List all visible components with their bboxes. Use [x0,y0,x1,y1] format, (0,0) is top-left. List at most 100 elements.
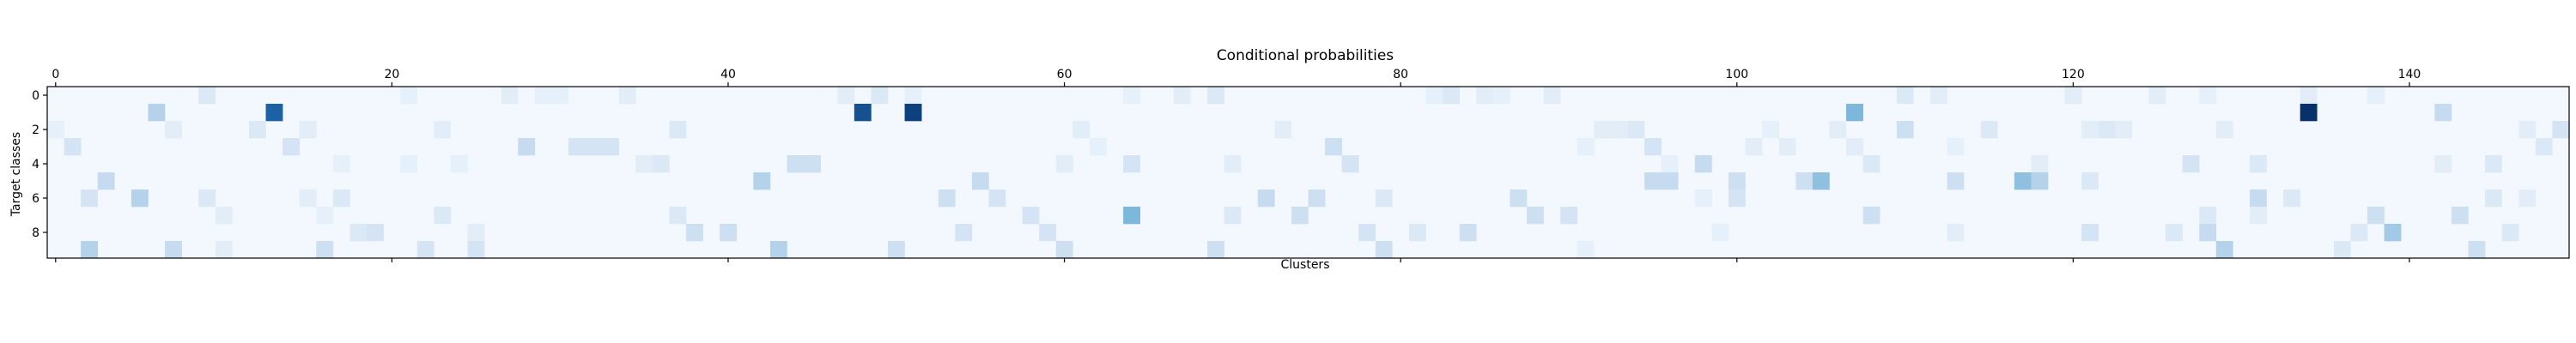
heatmap-cell [2350,224,2368,242]
heatmap-cell [2031,155,2049,173]
heatmap-cell [652,155,670,173]
heatmap-cell [1055,155,1073,173]
heatmap-cell [2081,121,2099,139]
heatmap-cell [1862,207,1880,225]
heatmap-cell [1072,121,1091,139]
heatmap-cell [47,121,64,139]
heatmap-cell [81,241,99,259]
heatmap-cell [1762,121,1780,139]
x-axis-label: Clusters [1281,258,1330,272]
heatmap-cell [1089,138,1107,156]
heatmap-cell [534,87,552,105]
x-tick-label: 40 [720,68,736,81]
heatmap-cell [753,172,771,190]
heatmap-cell [1947,138,1965,156]
heatmap-cell [1341,155,1359,173]
heatmap-cell [467,224,485,242]
heatmap-cell [2249,155,2267,173]
heatmap-cell [2485,190,2502,208]
heatmap-cell [349,224,368,242]
heatmap-cell [1829,121,1847,139]
heatmap-cell [551,87,569,105]
heatmap-cell [2182,155,2200,173]
heatmap-cell [1728,190,1746,208]
heatmap-cell [1291,207,1309,225]
heatmap-cell [1207,87,1224,105]
heatmap-cell [2552,121,2570,139]
heatmap-cell [299,121,317,139]
heatmap-cell [2283,190,2301,208]
heatmap-cell [64,138,82,156]
heatmap-cell [2215,121,2233,139]
heatmap-cell [1577,138,1595,156]
heatmap-cell [1425,87,1443,105]
heatmap-cell [1896,87,1914,105]
heatmap-cell [2098,121,2116,139]
heatmap-cell [769,241,787,259]
heatmap-cell [904,87,922,105]
heatmap-cell [669,207,687,225]
heatmap-cell [1661,172,1679,190]
heatmap-cell [1846,104,1863,122]
heatmap-cell [2485,155,2502,173]
heatmap-cell [1224,207,1242,225]
heatmap-cell [332,190,350,208]
heatmap-cell [1778,138,1796,156]
heatmap-cell [215,207,233,225]
heatmap-cell [1123,155,1140,173]
heatmap-cell [1358,224,1376,242]
heatmap-cell [1207,241,1224,259]
heatmap-cell [904,104,922,122]
heatmap-cell [434,121,452,139]
heatmap-cell [299,190,317,208]
heatmap-cell [1476,87,1494,105]
heatmap-cell [1947,224,1965,242]
x-tick-label: 100 [1725,68,1748,81]
heatmap-cell [1055,241,1073,259]
heatmap-cell [2115,121,2133,139]
heatmap-cell [804,155,821,173]
heatmap-cell [2367,87,2385,105]
axis-ticks: 0 20 40 60 80 100 120 140 0 2 4 6 8 [32,68,2421,262]
heatmap-cell [2535,138,2553,156]
heatmap-cell [1745,138,1763,156]
heatmap-cell [332,155,350,173]
x-tick-label: 0 [52,68,59,81]
heatmap-cell [2434,155,2452,173]
heatmap-cell [1929,87,1947,105]
heatmap-cell [971,172,989,190]
heatmap-cell [1527,207,1544,225]
heatmap-cell [1711,224,1729,242]
heatmap-cell [888,241,905,259]
heatmap-cell [955,224,973,242]
heatmap-cell [248,121,266,139]
heatmap-cell [854,104,872,122]
heatmap-cell [585,138,603,156]
heatmap-cell [568,138,586,156]
heatmap-cell [1257,190,1275,208]
heatmap-cell [1896,121,1914,139]
heatmap-cell [215,241,233,259]
heatmap-cell [1812,172,1830,190]
x-tick-label: 120 [2062,68,2085,81]
chart-title: Conditional probabilities [1217,47,1394,64]
heatmap-cell [1492,87,1510,105]
heatmap-cell [434,207,452,225]
heatmap-cell [787,155,805,173]
heatmap-cell [1408,224,1426,242]
heatmap-cell [2148,87,2166,105]
heatmap-cell [1862,155,1880,173]
y-tick-label: 4 [32,158,39,172]
heatmap-cell [1543,87,1561,105]
heatmap-cell [316,241,334,259]
y-tick-label: 0 [32,89,39,103]
heatmap-cell [518,138,536,156]
heatmap-cell [2249,190,2267,208]
heatmap-cell [2064,87,2082,105]
heatmap-cell [1022,207,1040,225]
heatmap-cell [1846,138,1863,156]
heatmap-cell [400,155,418,173]
heatmap-cell [467,241,485,259]
heatmap-cell [2468,241,2486,259]
